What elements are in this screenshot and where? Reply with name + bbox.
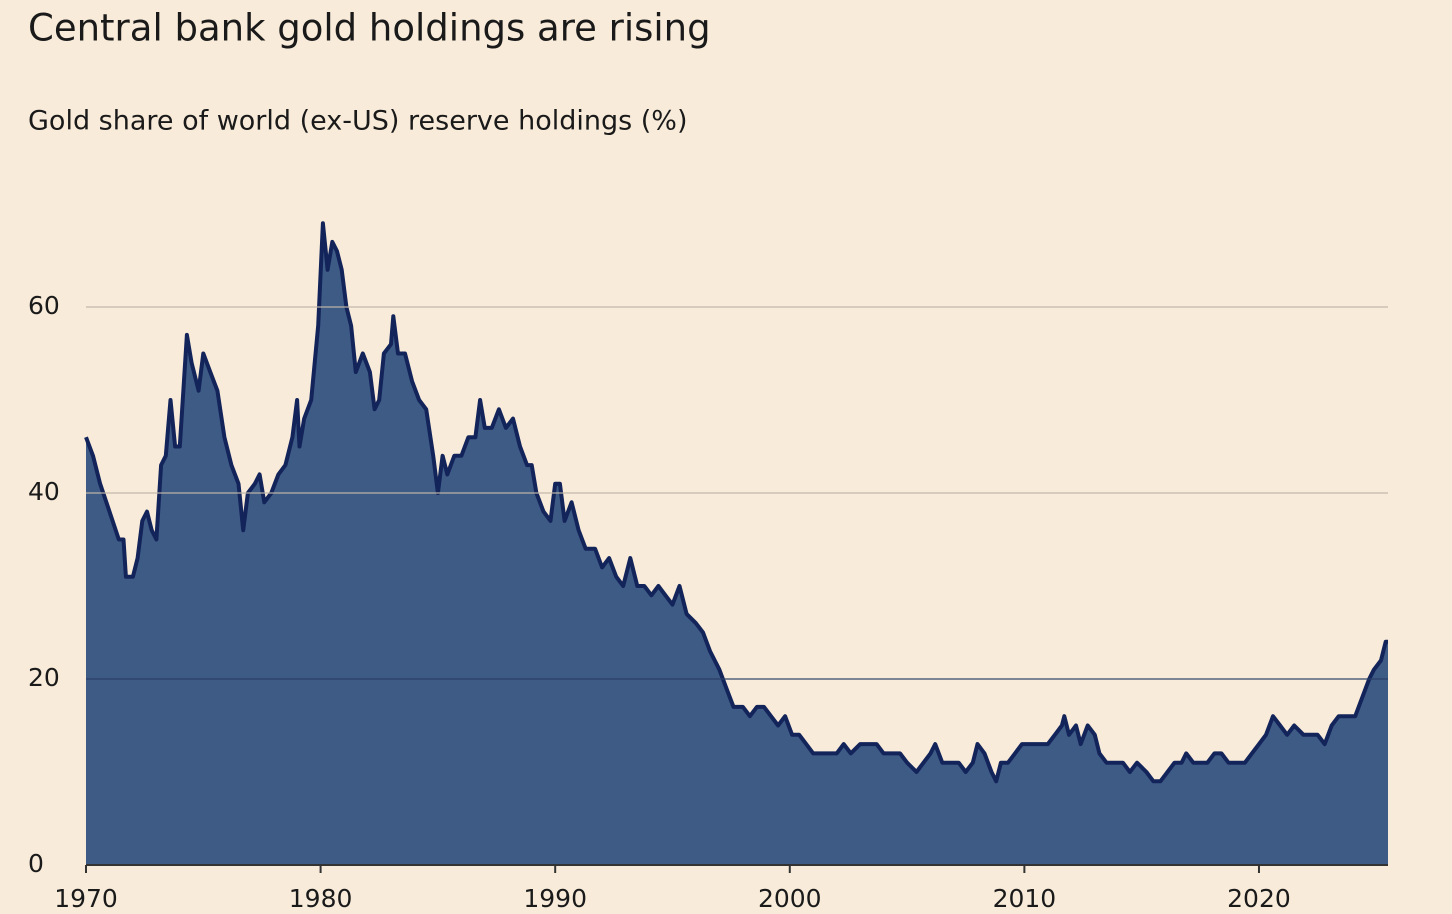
y-tick-label: 0 bbox=[28, 849, 44, 878]
area-line bbox=[84, 221, 1388, 784]
y-tick-label: 20 bbox=[28, 663, 60, 692]
y-tick-label: 40 bbox=[28, 477, 60, 506]
x-tick-label: 1970 bbox=[54, 884, 118, 913]
y-tick-label: 60 bbox=[28, 291, 60, 320]
chart-title: Central bank gold holdings are rising bbox=[28, 7, 711, 50]
x-tick-label: 2020 bbox=[1227, 884, 1291, 913]
x-tick-label: 2010 bbox=[993, 884, 1057, 913]
x-tick-label: 1990 bbox=[523, 884, 587, 913]
x-tick-label: 1980 bbox=[289, 884, 353, 913]
chart-subtitle: Gold share of world (ex-US) reserve hold… bbox=[28, 106, 688, 137]
x-tick-label: 2000 bbox=[758, 884, 822, 913]
